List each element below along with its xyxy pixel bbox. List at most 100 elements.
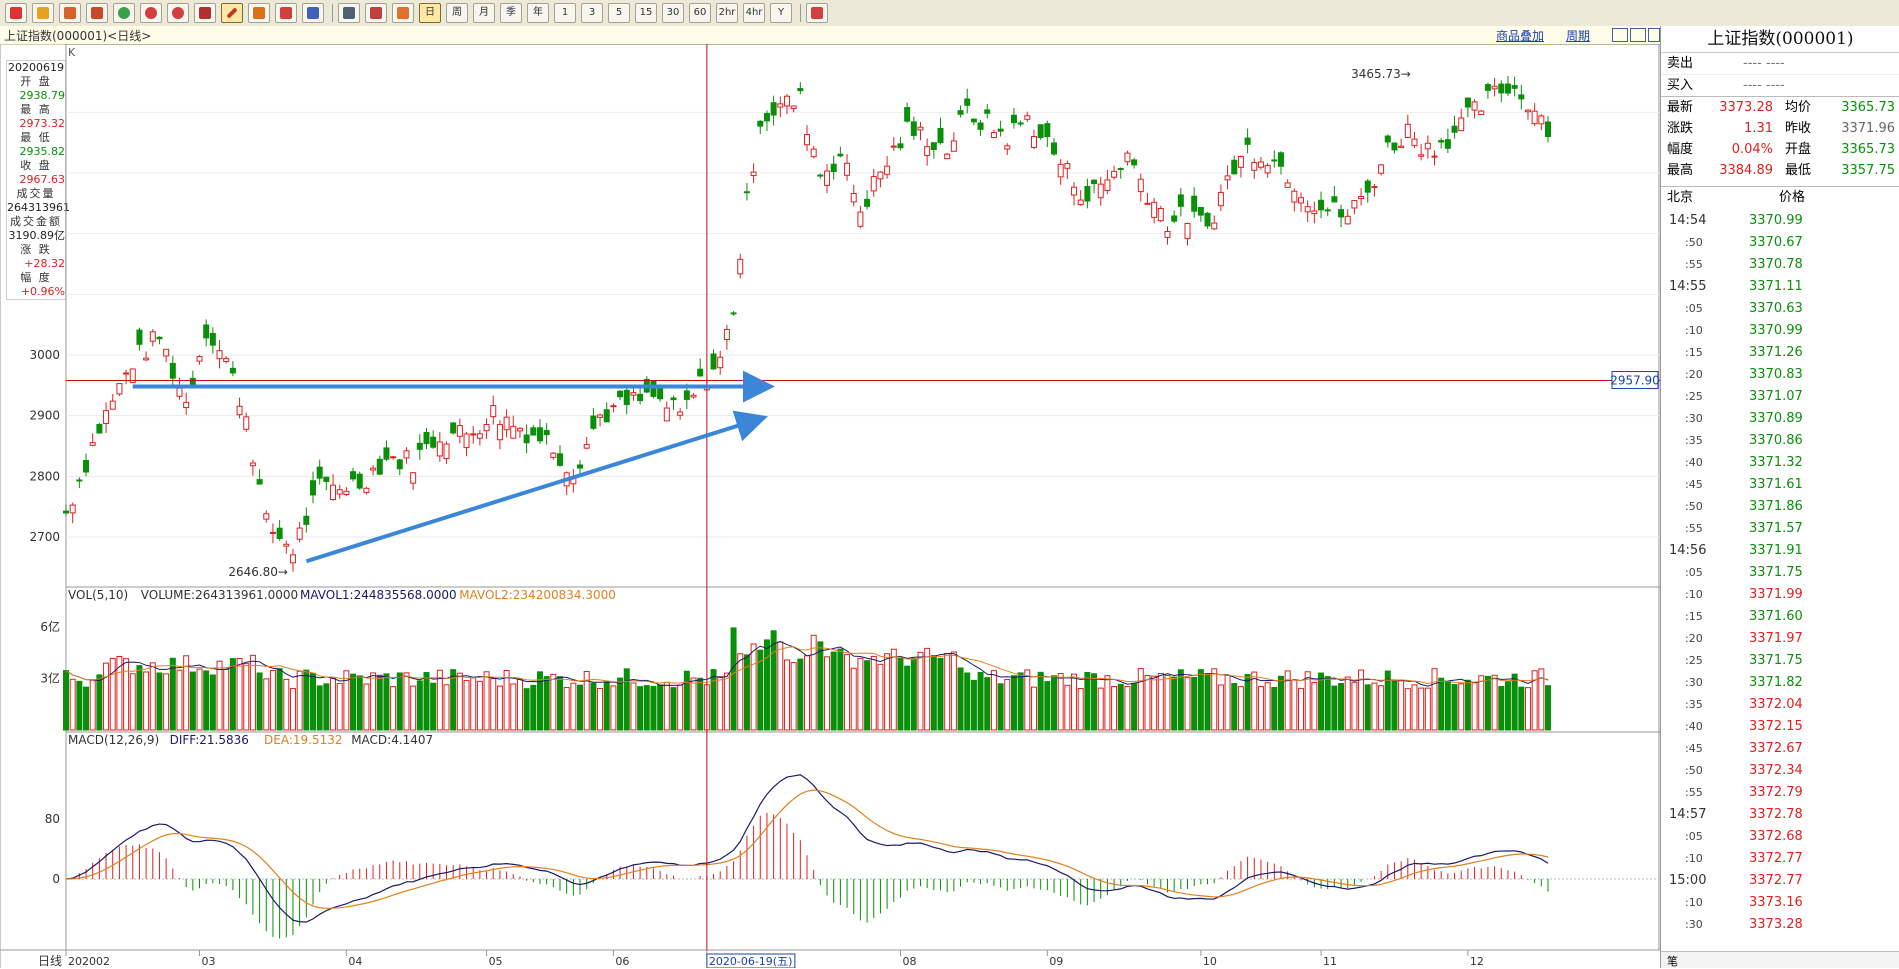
volume-bar <box>196 668 203 731</box>
layout-icon[interactable] <box>1612 28 1628 42</box>
tick-row[interactable]: 14:56 3371.91 <box>1661 540 1899 562</box>
volume-bar <box>583 670 590 731</box>
tick-row[interactable]: :50 3371.86 <box>1661 496 1899 518</box>
candle-body <box>310 480 316 496</box>
tick-row[interactable]: :30 3371.82 <box>1661 672 1899 694</box>
tick-row[interactable]: :55 3371.57 <box>1661 518 1899 540</box>
candle <box>476 429 483 446</box>
calculator-icon[interactable] <box>806 3 828 23</box>
window-icon[interactable] <box>194 3 216 23</box>
candle <box>1084 178 1091 209</box>
filter-icon[interactable] <box>275 3 297 23</box>
refresh-icon[interactable] <box>113 3 135 23</box>
tick-row[interactable]: :05 3372.68 <box>1661 826 1899 848</box>
candle <box>123 369 130 385</box>
tick-row[interactable]: :10 3371.99 <box>1661 584 1899 606</box>
tick-row[interactable]: :35 3372.04 <box>1661 694 1899 716</box>
period-button-7[interactable]: 5 <box>608 3 630 23</box>
period-button[interactable]: 周期 <box>1566 29 1591 43</box>
tick-row[interactable]: 14:57 3372.78 <box>1661 804 1899 826</box>
period-button-11[interactable]: 2hr <box>716 3 738 23</box>
tick-row[interactable]: :45 3372.67 <box>1661 738 1899 760</box>
drawing-tool-icon[interactable] <box>248 3 270 23</box>
period-button-1[interactable]: 周 <box>446 3 468 23</box>
stock-chart[interactable]: 2957.90 3000 2900 2800 2700 K 3465.73→ 2646.80… <box>0 44 1660 968</box>
candle <box>163 348 170 363</box>
volume-bar <box>129 673 136 731</box>
tick-row[interactable]: :05 3371.75 <box>1661 562 1899 584</box>
candle <box>383 440 390 462</box>
candle <box>870 168 877 197</box>
home-icon[interactable] <box>32 3 54 23</box>
zoom-in-icon[interactable] <box>140 3 162 23</box>
k-line-icon[interactable] <box>392 3 414 23</box>
overlay-button[interactable]: 商品叠加 <box>1496 29 1545 43</box>
new-icon[interactable] <box>302 3 324 23</box>
candle-body <box>557 453 563 466</box>
period-button-13[interactable]: Y <box>770 3 792 23</box>
tick-row[interactable]: :15 3371.26 <box>1661 342 1899 364</box>
tick-row[interactable]: 14:55 3371.11 <box>1661 276 1899 298</box>
tick-row[interactable]: :45 3371.61 <box>1661 474 1899 496</box>
period-button-6[interactable]: 3 <box>581 3 603 23</box>
period-button-3[interactable]: 季 <box>500 3 522 23</box>
period-button-2[interactable]: 月 <box>473 3 495 23</box>
table-icon[interactable] <box>338 3 360 23</box>
tick-row[interactable]: :40 3371.32 <box>1661 452 1899 474</box>
candle-body <box>516 427 523 432</box>
zoom-out-icon[interactable] <box>167 3 189 23</box>
tick-row[interactable]: :05 3370.63 <box>1661 298 1899 320</box>
candle-body <box>143 357 150 361</box>
candle <box>1464 97 1471 118</box>
period-button-10[interactable]: 60 <box>689 3 711 23</box>
candle <box>1137 173 1144 202</box>
diff-line <box>65 774 1549 923</box>
tick-row[interactable]: :10 3370.99 <box>1661 320 1899 342</box>
volume-bar <box>1418 687 1425 731</box>
period-button-0[interactable]: 日 <box>419 3 441 23</box>
tick-row[interactable]: 15:00 3372.77 <box>1661 870 1899 892</box>
tick-time: :30 <box>1685 918 1703 931</box>
tick-row[interactable]: :55 3372.79 <box>1661 782 1899 804</box>
stock-list-icon[interactable] <box>59 3 81 23</box>
tick-row[interactable]: :20 3370.83 <box>1661 364 1899 386</box>
candle <box>1518 84 1525 110</box>
tick-row[interactable]: :50 3372.34 <box>1661 760 1899 782</box>
tick-tab[interactable]: 笔 <box>1667 955 1678 968</box>
tick-row[interactable]: :35 3370.86 <box>1661 430 1899 452</box>
tick-row[interactable]: :30 3373.28 <box>1661 914 1899 936</box>
layout-icon[interactable] <box>1648 28 1660 42</box>
news-icon[interactable] <box>86 3 108 23</box>
period-button-5[interactable]: 1 <box>554 3 576 23</box>
period-button-4[interactable]: 年 <box>527 3 549 23</box>
draw-pen-icon[interactable] <box>221 3 243 23</box>
tick-list[interactable]: 14:54 3370.99:50 3370.67:55 3370.78 14:55 337… <box>1661 210 1899 936</box>
layout-icon[interactable] <box>1630 28 1646 42</box>
tick-row[interactable]: 14:54 3370.99 <box>1661 210 1899 232</box>
candle <box>1364 179 1371 203</box>
period-button-9[interactable]: 30 <box>662 3 684 23</box>
tick-row[interactable]: :15 3371.60 <box>1661 606 1899 628</box>
candle <box>196 355 203 365</box>
tick-row[interactable]: :40 3372.15 <box>1661 716 1899 738</box>
tick-row[interactable]: :25 3371.07 <box>1661 386 1899 408</box>
tick-row[interactable]: :20 3371.97 <box>1661 628 1899 650</box>
period-button-label: 5 <box>615 7 623 18</box>
candle <box>890 137 897 151</box>
tick-row[interactable]: :25 3371.75 <box>1661 650 1899 672</box>
period-button-12[interactable]: 4hr <box>743 3 765 23</box>
tick-header-time: 北京 <box>1667 190 1694 205</box>
line-chart-icon[interactable] <box>365 3 387 23</box>
tick-row[interactable]: :10 3373.16 <box>1661 892 1899 914</box>
period-button-8[interactable]: 15 <box>635 3 657 23</box>
exit-icon[interactable] <box>5 3 27 23</box>
tick-row[interactable]: :55 3370.78 <box>1661 254 1899 276</box>
candle-body <box>1251 162 1258 171</box>
tick-row[interactable]: :10 3372.77 <box>1661 848 1899 870</box>
info-volume-label: 成交量 <box>16 187 56 200</box>
candle <box>650 380 657 399</box>
candle <box>1391 142 1398 154</box>
candle-body <box>697 368 704 377</box>
tick-row[interactable]: :50 3370.67 <box>1661 232 1899 254</box>
tick-row[interactable]: :30 3370.89 <box>1661 408 1899 430</box>
